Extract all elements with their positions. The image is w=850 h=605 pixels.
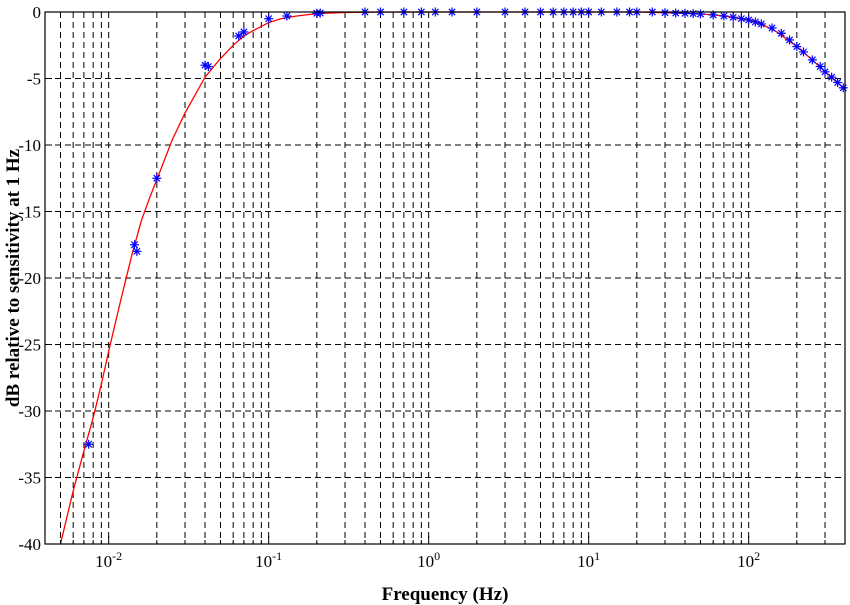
- measured-point-marker: [152, 173, 162, 183]
- measured-point-marker: [827, 72, 837, 82]
- measured-point-marker: [736, 14, 746, 24]
- measured-point-marker: [820, 67, 830, 77]
- measured-point-marker: [776, 28, 786, 38]
- measured-point-marker: [315, 8, 325, 18]
- measured-point-marker: [129, 240, 139, 250]
- measured-point-marker: [264, 14, 274, 24]
- y-tick-label: -35: [18, 469, 41, 488]
- x-tick-label: 10-2: [95, 549, 122, 571]
- y-axis-label: dB relative to sensitivity at 1 Hz: [3, 148, 24, 407]
- grid: [44, 12, 846, 544]
- measured-point-marker: [785, 35, 795, 45]
- x-tick-label: 10-1: [255, 549, 282, 571]
- measured-point-marker: [84, 439, 94, 449]
- y-tick-label: -5: [27, 70, 41, 89]
- measured-point-marker: [708, 10, 718, 20]
- x-tick-label: 100: [417, 549, 440, 571]
- y-tick-label: 0: [33, 3, 42, 22]
- measured-point-marker: [798, 47, 808, 57]
- measured-point-marker: [728, 12, 738, 22]
- x-tick-label: 102: [737, 549, 760, 571]
- measured-point-marker: [660, 8, 670, 18]
- y-tick-label: -25: [18, 336, 41, 355]
- measured-point-marker: [719, 11, 729, 21]
- measured-point-marker: [767, 23, 777, 33]
- measured-point-marker: [756, 19, 766, 29]
- measured-point-marker: [807, 55, 817, 65]
- measured-point-marker: [282, 11, 292, 21]
- x-tick-label: 101: [577, 549, 600, 571]
- y-tick-label: -30: [18, 402, 41, 421]
- measured-point-marker: [239, 27, 249, 37]
- measured-point-marker: [833, 77, 843, 87]
- measured-point-marker: [234, 31, 244, 41]
- measured-point-marker: [792, 42, 802, 52]
- measured-point-marker: [680, 8, 690, 18]
- measured-point-marker: [203, 62, 213, 72]
- y-tick-label: -10: [18, 136, 41, 155]
- axes: 0 -5 -10 -15 -20 -25 -30 -35 -40 10-2 10-1 100 101 10…: [18, 3, 846, 571]
- y-tick-label: -40: [18, 535, 41, 554]
- measured-point-marker: [744, 15, 754, 25]
- x-axis-label: Frequency (Hz): [382, 584, 509, 605]
- measured-point-marker: [671, 8, 681, 18]
- y-tick-label: -15: [18, 203, 41, 222]
- y-tick-label: -20: [18, 269, 41, 288]
- measured-point-marker: [132, 246, 142, 256]
